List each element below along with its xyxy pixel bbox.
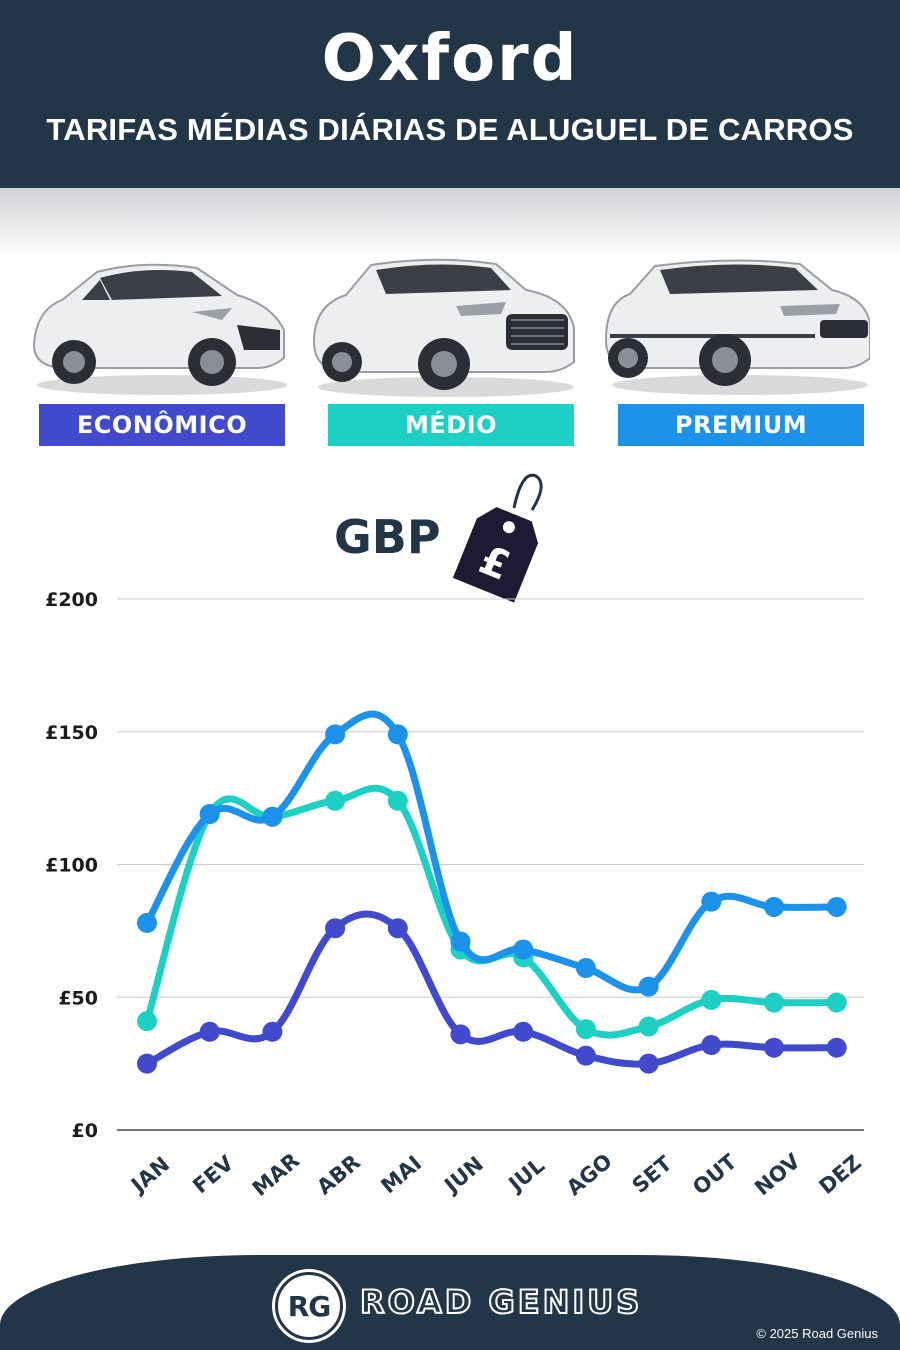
data-point xyxy=(450,931,471,952)
currency-label: GBP xyxy=(334,510,441,564)
x-tick-label: MAI xyxy=(376,1151,426,1198)
brand-name: ROAD GENIUS xyxy=(359,1282,643,1322)
series-line xyxy=(143,710,841,994)
data-point xyxy=(450,1024,471,1045)
copyright-text: © 2025 Road Genius xyxy=(756,1326,878,1341)
data-point xyxy=(826,992,847,1013)
rental-rate-line-chart: £0 £50 £100 £150 £200 JAN FEV MAR ABR MAI JUN JUL AG… xyxy=(45,589,866,1201)
data-point xyxy=(387,790,408,811)
data-point xyxy=(638,1053,659,1074)
y-tick-label: £100 xyxy=(45,855,98,877)
city-title: Oxford xyxy=(321,22,579,96)
data-point xyxy=(701,989,722,1010)
data-point xyxy=(701,1035,722,1056)
data-point xyxy=(137,1011,157,1032)
road-genius-logo: RG xyxy=(275,1272,343,1340)
data-point xyxy=(513,1021,534,1042)
data-point xyxy=(325,790,346,811)
series-line xyxy=(143,784,841,1039)
y-tick-label: £200 xyxy=(45,589,98,611)
header-shadow xyxy=(0,188,900,258)
data-point xyxy=(701,891,722,912)
data-point xyxy=(826,896,847,917)
footer-banner xyxy=(0,1255,900,1350)
data-point xyxy=(199,1021,220,1042)
series-line xyxy=(143,910,841,1068)
x-tick-label: SET xyxy=(628,1151,677,1198)
data-point xyxy=(638,1016,659,1037)
x-tick-label: DEZ xyxy=(814,1150,865,1199)
price-tag-icon: £ xyxy=(452,473,543,603)
economy-car-image xyxy=(32,263,287,395)
data-point xyxy=(764,992,784,1013)
data-point xyxy=(387,724,408,745)
y-tick-label: £0 xyxy=(72,1120,98,1142)
x-tick-label: JAN xyxy=(125,1152,174,1198)
premium-car-image xyxy=(604,259,870,395)
x-tick-label: JUN xyxy=(438,1152,487,1199)
data-point xyxy=(199,804,220,825)
data-point xyxy=(764,1037,784,1058)
chart-subtitle: TARIFAS MÉDIAS DIÁRIAS DE ALUGUEL DE CAR… xyxy=(46,112,854,147)
x-tick-label: OUT xyxy=(688,1149,742,1199)
y-tick-label: £150 xyxy=(45,722,98,744)
header-banner: Oxford TARIFAS MÉDIAS DIÁRIAS DE ALUGUEL… xyxy=(0,0,900,188)
logo-monogram: RG xyxy=(287,1289,332,1323)
data-point xyxy=(764,896,784,917)
category-premium-label: PREMIUM xyxy=(618,404,864,446)
data-point xyxy=(262,806,283,827)
data-point xyxy=(325,918,346,939)
data-point xyxy=(262,1021,283,1042)
data-point xyxy=(638,976,659,997)
data-point xyxy=(513,939,534,960)
y-tick-label: £50 xyxy=(58,987,98,1009)
x-tick-label: NOV xyxy=(750,1149,805,1201)
midsize-car-image xyxy=(312,258,575,397)
x-tick-label: FEV xyxy=(188,1151,238,1199)
x-tick-label: MAR xyxy=(248,1148,304,1201)
data-point xyxy=(387,918,408,939)
data-point xyxy=(826,1037,847,1058)
data-point xyxy=(137,912,157,933)
data-point xyxy=(575,958,596,979)
data-point xyxy=(575,1045,596,1066)
x-tick-label: AGO xyxy=(562,1149,617,1200)
x-tick-label: JUL xyxy=(503,1153,549,1197)
data-point xyxy=(137,1053,157,1074)
category-midsize-label: MÉDIO xyxy=(328,404,574,446)
category-economy-label: ECONÔMICO xyxy=(39,404,285,446)
x-tick-label: ABR xyxy=(312,1150,365,1200)
data-point xyxy=(325,724,346,745)
data-point xyxy=(575,1019,596,1040)
